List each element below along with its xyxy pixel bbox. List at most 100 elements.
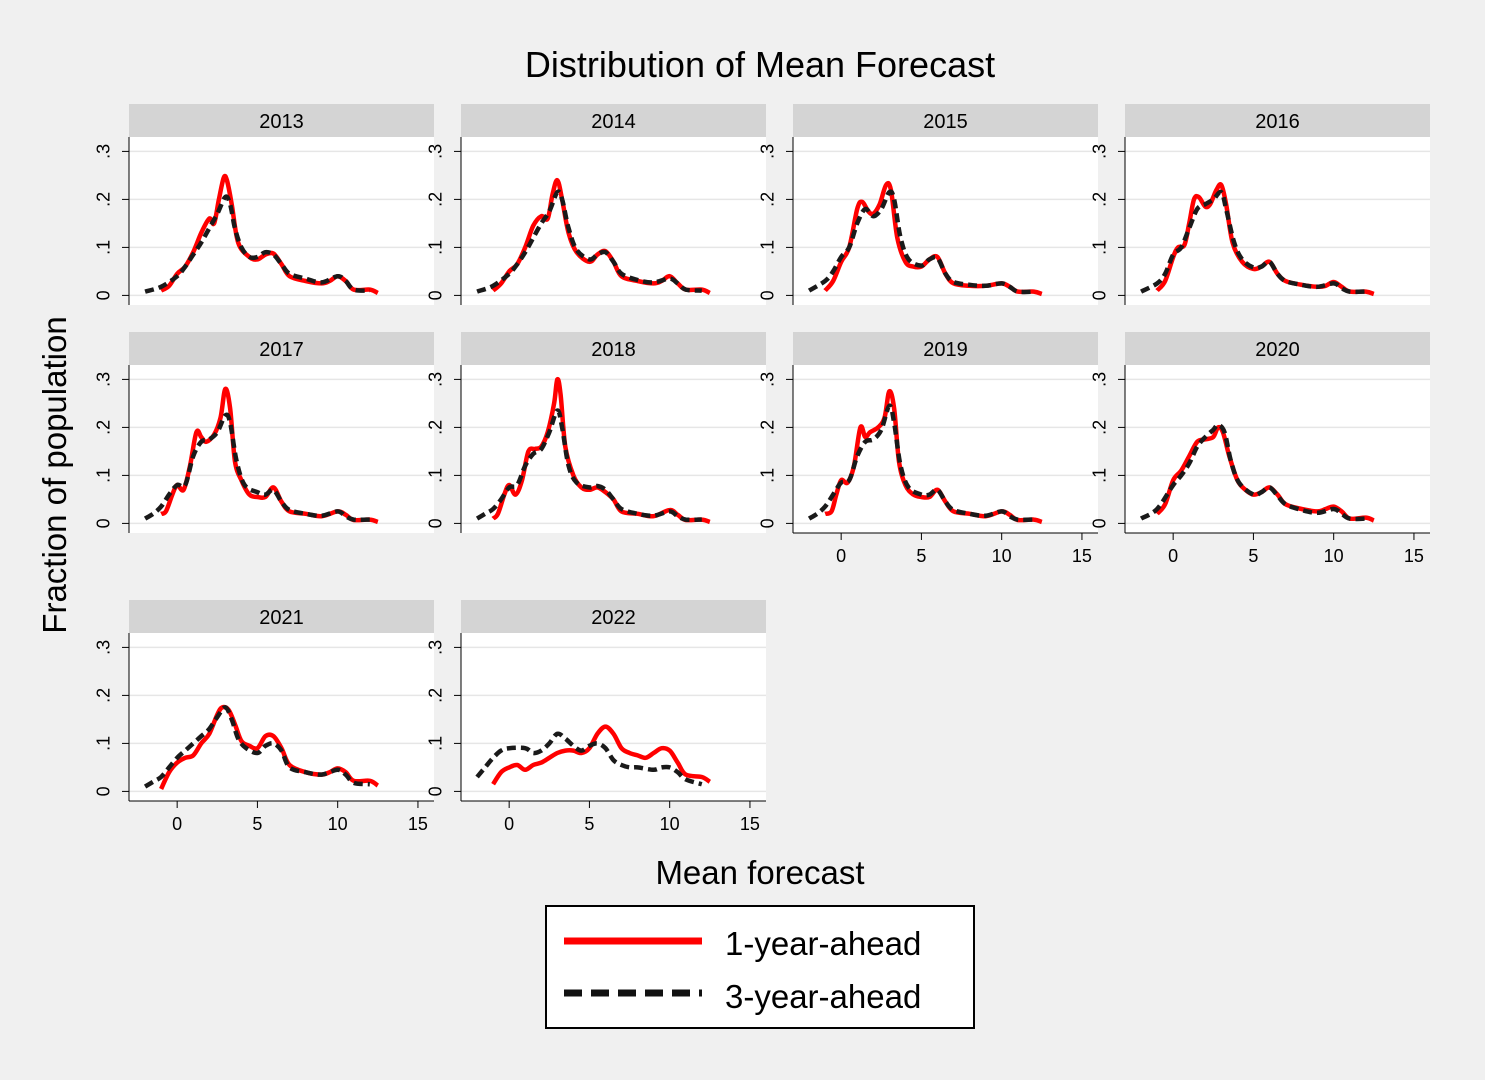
panel-2018: 2018 0 .1 .2 .3 — [425, 332, 766, 533]
series-line-2014-1-year-ahead — [491, 177, 711, 296]
y-tick-label-2019-3: .3 — [757, 372, 777, 387]
panel-header-2016 — [1125, 104, 1430, 137]
x-tick-label-2020-2: 10 — [1324, 546, 1344, 566]
x-tick-label-2021-1: 5 — [252, 814, 262, 834]
panel-2022: 2022 0 .1 .2 .3 0 5 10 15 — [425, 600, 766, 834]
y-tick-label-2020-3: .3 — [1089, 372, 1109, 387]
panel-plot-area-2016 — [1125, 137, 1430, 305]
y-tick-label-2014-0: 0 — [425, 290, 445, 300]
series-line-2016-3-year-ahead — [1140, 189, 1366, 295]
y-tick-label-2018-3: .3 — [425, 372, 445, 387]
series-line-2018-3-year-ahead — [475, 408, 702, 523]
x-tick-label-2020-1: 5 — [1248, 546, 1258, 566]
y-tick-label-2021-0: 0 — [93, 786, 113, 796]
panel-2015: 2015 0 .1 .2 .3 — [757, 104, 1098, 305]
y-tick-label-2019-0: 0 — [757, 518, 777, 528]
panel-header-2018 — [461, 332, 766, 365]
y-tick-label-2021-1: .1 — [93, 736, 113, 751]
y-tick-label-2014-2: .2 — [425, 192, 445, 207]
panel-2020: 2020 0 .1 .2 .3 0 5 10 15 — [1089, 332, 1430, 566]
panel-2021: 2021 0 .1 .2 .3 0 5 10 15 — [93, 600, 434, 834]
series-line-2017-3-year-ahead — [143, 412, 370, 523]
chart-title: Distribution of Mean Forecast — [525, 44, 995, 85]
y-tick-label-2016-1: .1 — [1089, 240, 1109, 255]
y-tick-label-2022-0: 0 — [425, 786, 445, 796]
panel-title-2019: 2019 — [923, 339, 968, 361]
panel-2013: 2013 0 .1 .2 .3 — [93, 104, 434, 305]
panel-header-2017 — [129, 332, 434, 365]
x-tick-label-2021-3: 15 — [408, 814, 428, 834]
panel-header-2020 — [1125, 332, 1430, 365]
panel-plot-area-2014 — [461, 137, 766, 305]
y-tick-label-2013-0: 0 — [93, 290, 113, 300]
panel-plot-area-2013 — [129, 137, 434, 305]
panel-header-2014 — [461, 104, 766, 137]
panel-title-2016: 2016 — [1255, 111, 1300, 133]
panel-header-2013 — [129, 104, 434, 137]
x-tick-label-2020-3: 15 — [1404, 546, 1424, 566]
panel-plot-area-2019 — [793, 365, 1098, 533]
y-tick-label-2019-1: .1 — [757, 468, 777, 483]
y-tick-label-2013-1: .1 — [93, 240, 113, 255]
y-tick-label-2013-2: .2 — [93, 192, 113, 207]
y-tick-label-2014-3: .3 — [425, 144, 445, 159]
y-tick-label-2021-3: .3 — [93, 640, 113, 655]
x-tick-label-2022-2: 10 — [660, 814, 680, 834]
x-tick-label-2020-0: 0 — [1168, 546, 1178, 566]
panel-header-2015 — [793, 104, 1098, 137]
y-tick-label-2015-0: 0 — [757, 290, 777, 300]
panel-plot-area-2022 — [461, 633, 766, 801]
x-tick-label-2022-0: 0 — [504, 814, 514, 834]
series-line-2020-3-year-ahead — [1139, 422, 1366, 522]
y-tick-label-2020-2: .2 — [1089, 420, 1109, 435]
panel-plot-area-2018 — [461, 365, 766, 533]
legend: 1-year-ahead 3-year-ahead — [545, 905, 975, 1029]
y-tick-label-2020-0: 0 — [1089, 518, 1109, 528]
panel-header-2019 — [793, 332, 1098, 365]
panel-plot-area-2021 — [129, 633, 434, 801]
y-tick-label-2013-3: .3 — [93, 144, 113, 159]
y-tick-label-2018-0: 0 — [425, 518, 445, 528]
x-axis-title: Mean forecast — [655, 854, 864, 891]
panel-2014: 2014 0 .1 .2 .3 — [425, 104, 766, 305]
y-axis-title: Fraction of population — [36, 316, 73, 633]
panel-title-2013: 2013 — [259, 111, 304, 133]
series-line-2021-3-year-ahead — [143, 705, 370, 789]
panel-title-2018: 2018 — [591, 339, 636, 361]
x-tick-label-2022-3: 15 — [740, 814, 760, 834]
panel-title-2022: 2022 — [591, 607, 636, 629]
y-tick-label-2021-2: .2 — [93, 688, 113, 703]
series-line-2013-3-year-ahead — [144, 194, 370, 294]
panel-title-2014: 2014 — [591, 111, 636, 133]
x-tick-label-2019-1: 5 — [916, 546, 926, 566]
legend-label-3-year-ahead: 3-year-ahead — [725, 978, 921, 1015]
series-line-2014-3-year-ahead — [476, 189, 702, 294]
legend-label-1-year-ahead: 1-year-ahead — [725, 925, 921, 962]
panel-plot-area-2020 — [1125, 365, 1430, 533]
series-line-2019-3-year-ahead — [807, 403, 1034, 523]
panel-header-2021 — [129, 600, 434, 633]
x-tick-label-2019-2: 10 — [992, 546, 1012, 566]
y-tick-label-2018-1: .1 — [425, 468, 445, 483]
panel-plot-area-2017 — [129, 365, 434, 533]
panel-2017: 2017 0 .1 .2 .3 — [93, 332, 434, 533]
legend-box — [545, 905, 975, 1029]
series-line-2015-3-year-ahead — [807, 189, 1034, 295]
y-tick-label-2022-1: .1 — [425, 736, 445, 751]
panel-header-2022 — [461, 600, 766, 633]
panel-2019: 2019 0 .1 .2 .3 0 5 10 15 — [757, 332, 1098, 566]
panel-plot-area-2015 — [793, 137, 1098, 305]
series-line-2022-3-year-ahead — [475, 731, 703, 787]
y-tick-label-2022-2: .2 — [425, 688, 445, 703]
y-tick-label-2017-1: .1 — [93, 468, 113, 483]
x-tick-label-2021-2: 10 — [328, 814, 348, 834]
y-tick-label-2022-3: .3 — [425, 640, 445, 655]
y-tick-label-2019-2: .2 — [757, 420, 777, 435]
panel-title-2020: 2020 — [1255, 339, 1300, 361]
y-tick-label-2020-1: .1 — [1089, 468, 1109, 483]
series-line-2022-1-year-ahead — [491, 724, 712, 786]
x-tick-label-2019-3: 15 — [1072, 546, 1092, 566]
y-tick-label-2017-0: 0 — [93, 518, 113, 528]
